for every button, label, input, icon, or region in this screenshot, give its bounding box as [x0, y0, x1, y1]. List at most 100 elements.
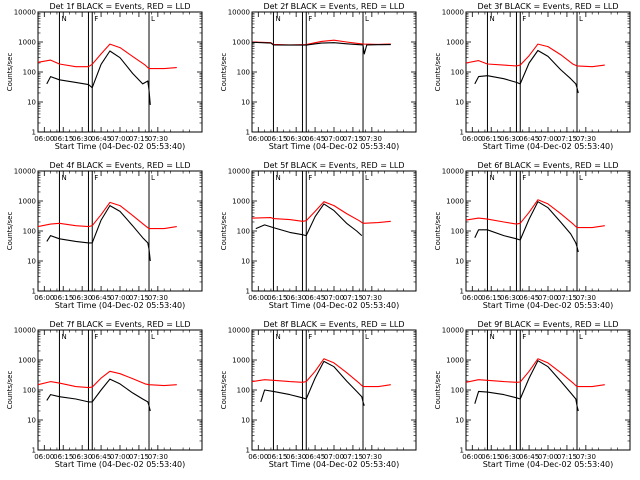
plot-frame	[37, 11, 203, 133]
x-tick-label: 06:30	[500, 294, 520, 302]
event-marker-label: L	[365, 333, 369, 341]
y-tick-label: 1	[460, 447, 464, 455]
x-tick-label: 06:45	[91, 453, 111, 461]
y-axis-label: Counts/sec	[6, 53, 14, 92]
event-marker-label: L	[579, 174, 583, 182]
event-marker-label: L	[151, 333, 155, 341]
y-tick-label: 100	[237, 228, 250, 236]
y-axis-label: Counts/sec	[220, 53, 228, 92]
x-tick-label: 06:15	[481, 294, 501, 302]
series-line-events	[474, 201, 579, 253]
event-marker-label: N	[61, 333, 66, 341]
y-tick-label: 100	[23, 228, 36, 236]
x-tick-label: 06:45	[91, 135, 111, 143]
chart-panel-4: Det 4f BLACK = Events, RED = LLD 1 10 100 10…	[6, 161, 203, 310]
series-line-events	[474, 360, 579, 412]
y-tick-label: 10000	[442, 168, 464, 176]
y-tick-label: 1	[246, 447, 250, 455]
y-tick-label: 10000	[228, 168, 250, 176]
x-axis-label: Start Time (04-Dec-02 05:53:40)	[269, 460, 400, 469]
x-tick-label: 07:15	[557, 294, 577, 302]
chart-title: Det 6f BLACK = Events, RED = LLD	[477, 161, 618, 170]
x-tick-label: 07:30	[362, 453, 382, 461]
event-marker-label: F	[94, 333, 98, 341]
y-tick-label: 10000	[442, 327, 464, 335]
y-tick-label: 1	[246, 288, 250, 296]
x-tick-label: 06:15	[53, 294, 73, 302]
y-tick-label: 100	[451, 387, 464, 395]
x-axis-label: Start Time (04-Dec-02 05:53:40)	[269, 142, 400, 151]
y-tick-label: 10	[27, 417, 36, 425]
y-tick-label: 1000	[446, 198, 464, 206]
series-line-lld	[37, 201, 177, 230]
y-tick-label: 10	[27, 258, 36, 266]
y-tick-label: 1	[246, 129, 250, 137]
event-marker-label: F	[308, 15, 312, 23]
x-tick-label: 07:00	[538, 135, 558, 143]
x-tick-label: 06:00	[248, 453, 268, 461]
chart-title: Det 5f BLACK = Events, RED = LLD	[263, 161, 404, 170]
series-line-lld	[251, 201, 391, 224]
y-tick-label: 10	[241, 417, 250, 425]
x-axis-label: Start Time (04-Dec-02 05:53:40)	[55, 142, 186, 151]
y-tick-label: 10	[455, 99, 464, 107]
plot-frame	[37, 170, 203, 292]
x-tick-label: 06:45	[305, 453, 325, 461]
event-marker-label: N	[275, 333, 280, 341]
event-marker-label: N	[489, 174, 494, 182]
x-tick-label: 07:15	[129, 453, 149, 461]
x-tick-label: 07:30	[576, 453, 596, 461]
series-line-events	[46, 378, 151, 412]
y-tick-label: 10000	[14, 168, 36, 176]
y-tick-label: 10000	[228, 327, 250, 335]
chart-title: Det 8f BLACK = Events, RED = LLD	[263, 320, 404, 329]
event-marker-label: N	[61, 15, 66, 23]
y-tick-label: 1000	[232, 198, 250, 206]
event-marker-label: N	[489, 333, 494, 341]
x-axis-label: Start Time (04-Dec-02 05:53:40)	[269, 301, 400, 310]
x-tick-label: 06:00	[462, 294, 482, 302]
y-tick-label: 1	[460, 288, 464, 296]
plot-frame	[251, 170, 417, 292]
x-axis-label: Start Time (04-Dec-02 05:53:40)	[483, 301, 614, 310]
x-tick-label: 07:30	[148, 453, 168, 461]
x-tick-label: 06:00	[248, 294, 268, 302]
y-tick-label: 10	[455, 258, 464, 266]
event-marker-label: N	[275, 174, 280, 182]
event-marker-label: L	[151, 174, 155, 182]
x-tick-label: 06:00	[34, 294, 54, 302]
x-tick-label: 07:00	[538, 453, 558, 461]
x-tick-label: 06:45	[305, 294, 325, 302]
event-marker-label: F	[94, 15, 98, 23]
chart-title: Det 4f BLACK = Events, RED = LLD	[49, 161, 190, 170]
x-tick-label: 06:30	[72, 294, 92, 302]
y-tick-label: 10	[455, 417, 464, 425]
series-line-events	[46, 205, 151, 262]
x-tick-label: 06:15	[481, 453, 501, 461]
series-line-lld	[251, 358, 391, 388]
series-line-events	[255, 203, 363, 237]
y-axis-label: Counts/sec	[220, 212, 228, 251]
y-tick-label: 1000	[18, 198, 36, 206]
plot-frame	[465, 329, 631, 451]
x-tick-label: 07:15	[557, 135, 577, 143]
chart-title: Det 2f BLACK = Events, RED = LLD	[263, 2, 404, 11]
series-line-lld	[37, 43, 177, 70]
y-axis-label: Counts/sec	[220, 371, 228, 410]
y-tick-label: 1000	[232, 39, 250, 47]
chart-title: Det 9f BLACK = Events, RED = LLD	[477, 320, 618, 329]
y-tick-label: 100	[237, 69, 250, 77]
y-tick-label: 10	[241, 99, 250, 107]
chart-panel-8: Det 8f BLACK = Events, RED = LLD 1 10 100 10…	[220, 320, 417, 469]
x-tick-label: 06:00	[462, 135, 482, 143]
x-tick-label: 06:00	[34, 453, 54, 461]
y-tick-label: 1000	[446, 39, 464, 47]
chart-panel-7: Det 7f BLACK = Events, RED = LLD 1 10 100 10…	[6, 320, 203, 469]
event-marker-label: L	[151, 15, 155, 23]
x-tick-label: 07:30	[576, 294, 596, 302]
event-marker-label: F	[308, 174, 312, 182]
event-marker-label: N	[489, 15, 494, 23]
x-tick-label: 07:00	[110, 135, 130, 143]
x-tick-label: 06:15	[481, 135, 501, 143]
x-tick-label: 06:30	[286, 135, 306, 143]
